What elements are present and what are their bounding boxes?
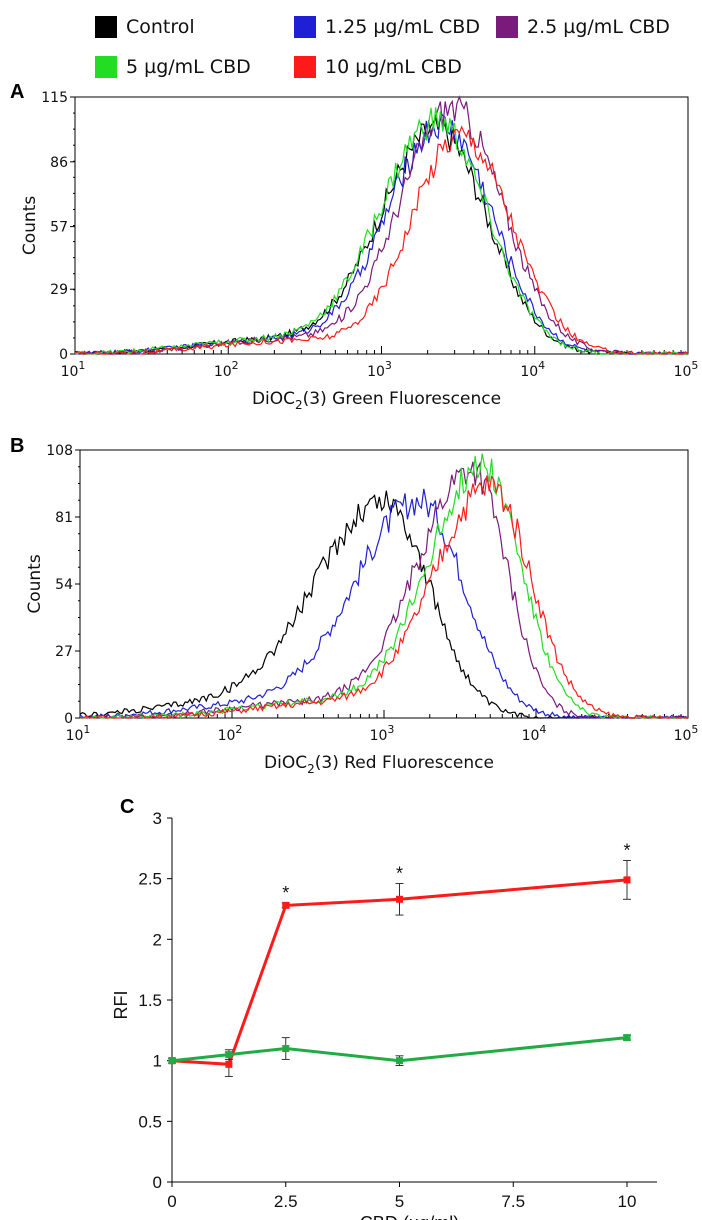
x-tick-label: 103	[367, 359, 392, 380]
x-tick-label: 101	[61, 359, 86, 380]
histogram-series-2	[74, 95, 689, 355]
data-point	[282, 1045, 290, 1053]
x-tick-label: 2.5	[274, 1192, 298, 1211]
significance-marker: *	[623, 840, 630, 860]
x-tick-label: 7.5	[501, 1192, 525, 1211]
y-tick-label: 27	[55, 644, 73, 660]
y-tick-label: 57	[50, 220, 68, 236]
legend-swatch	[496, 16, 518, 38]
x-tick-label: 0	[167, 1192, 176, 1211]
histogram-series-0	[74, 116, 689, 355]
legend-item-1-25: 1.25 µg/mL CBD	[294, 16, 480, 38]
x-tick-label: 105	[674, 723, 699, 744]
y-tick-label: 3	[153, 809, 162, 828]
legend-label: 10 µg/mL CBD	[325, 56, 462, 78]
y-tick-label: 0	[153, 1173, 162, 1192]
histogram-series-3	[79, 453, 688, 719]
legend-label: 5 µg/mL CBD	[126, 56, 251, 78]
histogram-panel-b: B 101 102 103 104 105 0 27 54 81 108 DiOC2(3) Red F…	[10, 435, 699, 776]
legend-item-control: Control	[95, 16, 195, 38]
rfi-line-chart-panel-c: C 0 0.5 1 1.5 2 2.5 3 0 2.5 5 7.5 10 CBD (µg/ml) RFI * *…	[111, 796, 657, 1220]
x-tick-label: 102	[214, 359, 239, 380]
y-tick-label: 81	[55, 510, 73, 526]
y-tick-label: 54	[55, 577, 73, 593]
data-point	[225, 1051, 233, 1059]
x-tick-label: 104	[522, 723, 547, 744]
data-point	[623, 876, 631, 884]
y-tick-label: 0	[59, 347, 68, 363]
x-tick-label: 102	[218, 723, 243, 744]
x-axis-label: CBD (µg/ml)	[360, 1213, 459, 1220]
histogram-series-4	[79, 474, 688, 719]
data-point	[396, 1057, 403, 1065]
x-tick-label: 104	[520, 359, 545, 380]
y-tick-label: 2	[153, 930, 162, 949]
plot-frame	[74, 96, 689, 355]
panel-letter: A	[10, 81, 24, 103]
legend-swatch	[294, 16, 316, 38]
panel-letter: C	[120, 796, 134, 818]
x-tick-label: 101	[66, 723, 91, 744]
histogram-series-3	[74, 107, 688, 355]
data-point	[623, 1034, 631, 1042]
data-point	[168, 1057, 176, 1065]
legend-label: 2.5 µg/mL CBD	[527, 16, 670, 38]
data-point	[396, 895, 403, 903]
y-tick-label: 108	[46, 443, 73, 459]
legend-swatch	[95, 16, 117, 38]
legend-label: 1.25 µg/mL CBD	[325, 16, 480, 38]
x-axis-label: DiOC2(3) Red Fluorescence	[264, 753, 494, 776]
y-tick-label: 0	[64, 711, 73, 727]
y-tick-label: 0.5	[138, 1112, 162, 1131]
y-axis-label: Counts	[20, 196, 40, 255]
histogram-series-0	[79, 490, 689, 719]
y-axis-label: Counts	[25, 554, 45, 613]
legend-label: Control	[126, 16, 195, 38]
y-tick-label: 29	[50, 282, 68, 298]
y-tick-label: 1.5	[138, 991, 162, 1010]
legend: Control 1.25 µg/mL CBD 2.5 µg/mL CBD 5 µ…	[0, 0, 702, 90]
legend-item-2-5: 2.5 µg/mL CBD	[496, 16, 670, 38]
y-tick-label: 2.5	[138, 870, 162, 889]
data-point	[282, 901, 290, 909]
x-tick-label: 10	[618, 1192, 637, 1211]
histogram-panel-a: A 101 102 103 104 105 0 29 57 86 115 DiOC2(3) Green…	[10, 81, 699, 412]
significance-marker: *	[396, 864, 403, 884]
x-tick-label: 5	[395, 1192, 404, 1211]
y-tick-label: 1	[153, 1052, 162, 1071]
y-tick-label: 115	[41, 90, 68, 106]
plot-frame	[79, 449, 689, 719]
legend-swatch	[95, 56, 117, 78]
data-point	[225, 1060, 233, 1068]
legend-item-5: 5 µg/mL CBD	[95, 56, 251, 78]
panel-letter: B	[10, 435, 24, 457]
histogram-series-1	[74, 110, 688, 355]
histogram-series-4	[74, 125, 689, 355]
legend-item-10: 10 µg/mL CBD	[294, 56, 462, 78]
x-tick-label: 103	[370, 723, 395, 744]
x-axis-label: DiOC2(3) Green Fluorescence	[252, 389, 501, 412]
legend-swatch	[294, 56, 316, 78]
significance-marker: *	[282, 883, 289, 903]
y-axis-label: RFI	[111, 991, 131, 1020]
histogram-series-2	[80, 461, 689, 719]
y-tick-label: 86	[50, 155, 68, 171]
histogram-series-1	[79, 488, 688, 719]
x-tick-label: 105	[674, 359, 699, 380]
